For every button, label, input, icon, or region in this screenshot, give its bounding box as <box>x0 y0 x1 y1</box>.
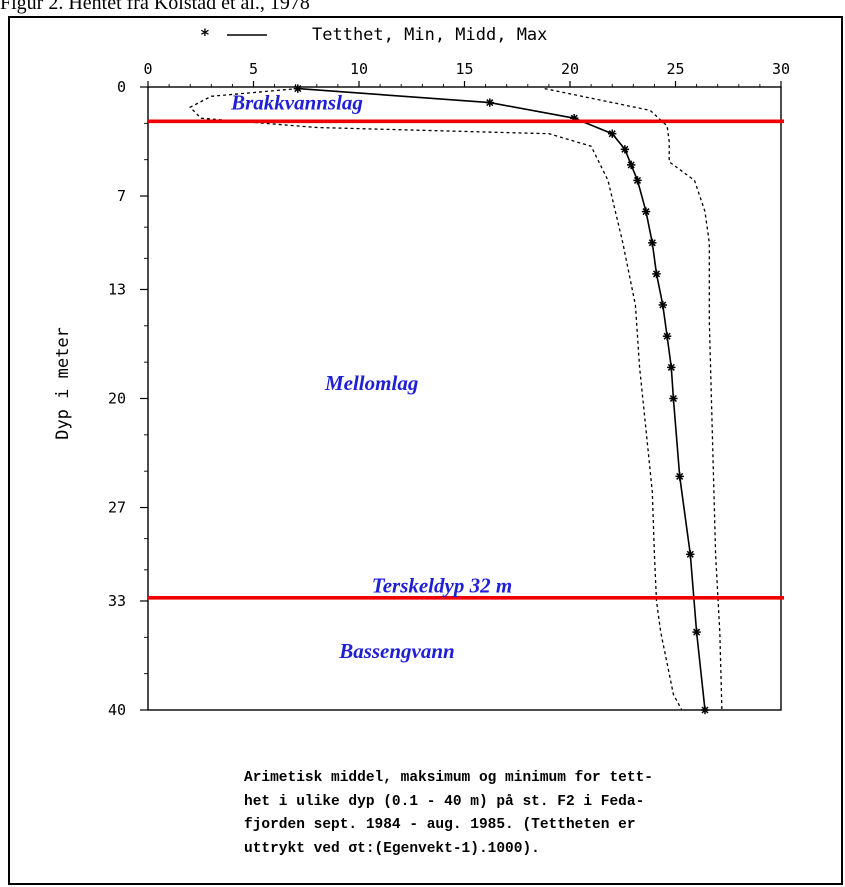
caption-line: Arimetisk middel, maksimum og minimum fo… <box>244 770 653 786</box>
caption-line: uttrykt ved σt:(Egenvekt-1).1000). <box>244 840 540 857</box>
x-tick-label: 10 <box>350 60 368 78</box>
data-point-stroke <box>676 472 684 480</box>
data-point <box>700 705 710 715</box>
data-point-stroke <box>621 145 629 153</box>
data-point-stroke <box>652 270 661 278</box>
y-tick-label: 40 <box>108 701 126 719</box>
data-point <box>620 145 630 154</box>
dashed-series-line <box>189 87 683 711</box>
legend-marker: * <box>200 25 210 44</box>
series-layer <box>189 84 723 715</box>
data-point <box>648 238 657 248</box>
data-point-stroke <box>648 239 656 247</box>
plot-area-border <box>147 86 782 711</box>
data-point <box>662 332 672 341</box>
x-tick-label: 30 <box>772 60 790 78</box>
caption-line: fjorden sept. 1984 - aug. 1985. (Tetthet… <box>244 817 636 833</box>
data-point <box>627 160 636 170</box>
y-tick-label: 0 <box>117 78 126 96</box>
data-point <box>652 269 661 279</box>
data-point <box>669 394 678 403</box>
data-point-stroke <box>627 161 635 169</box>
figure-frame <box>8 16 843 885</box>
y-tick-label: 20 <box>108 390 126 408</box>
data-point <box>633 176 642 185</box>
layer-label: Terskeldyp 32 m <box>372 573 512 597</box>
figure-heading: Figur 2. Hentet fra Kolstad et al., 1978 <box>0 0 310 14</box>
data-point-stroke <box>663 332 671 340</box>
data-point-stroke <box>659 301 667 309</box>
data-point-stroke <box>633 176 642 184</box>
x-tick-label: 20 <box>561 60 579 78</box>
x-tick-label: 5 <box>249 60 258 78</box>
y-tick-label: 13 <box>108 280 126 298</box>
overlay-layer: Brakkvannslag Terskeldyp 32 m Mellomlag Bas… <box>148 91 784 663</box>
caption-line: het i ulike dyp (0.1 - 40 m) på st. F2 i… <box>244 793 645 810</box>
data-point-stroke <box>642 208 650 216</box>
x-tick-label: 0 <box>143 60 152 78</box>
data-point <box>658 300 667 310</box>
x-tick-label: 25 <box>666 60 684 78</box>
figure-caption: Arimetisk middel, maksimum og minimum fo… <box>244 767 804 861</box>
axes-layer: 0 5 10 15 20 25 30 0 7 13 20 27 33 40 Dyp i meter * Tett… <box>53 25 790 719</box>
data-point-stroke <box>686 550 694 558</box>
data-point <box>608 129 617 138</box>
region-label: Bassengvann <box>338 639 455 663</box>
layer-label: Brakkvannslag <box>230 91 363 115</box>
data-point <box>667 363 676 372</box>
data-point <box>641 207 651 216</box>
y-tick-label: 7 <box>117 187 126 205</box>
data-point <box>686 550 695 559</box>
x-tick-label: 15 <box>455 60 473 78</box>
data-point <box>675 472 684 481</box>
data-point <box>485 98 494 107</box>
data-point-stroke <box>486 99 494 107</box>
data-point-stroke <box>693 628 701 636</box>
data-point-stroke <box>669 394 677 403</box>
y-axis-label: Dyp i meter <box>53 327 73 440</box>
data-point <box>692 627 701 637</box>
y-tick-label: 27 <box>108 499 126 517</box>
y-tick-label: 33 <box>108 592 126 610</box>
legend-text: Tetthet, Min, Midd, Max <box>312 25 547 45</box>
mean-series-line <box>297 87 706 711</box>
data-point-stroke <box>701 706 709 714</box>
data-point-stroke <box>608 130 616 138</box>
dashed-series-line <box>544 87 723 711</box>
data-point-stroke <box>667 363 675 371</box>
region-label: Mellomlag <box>324 371 418 395</box>
